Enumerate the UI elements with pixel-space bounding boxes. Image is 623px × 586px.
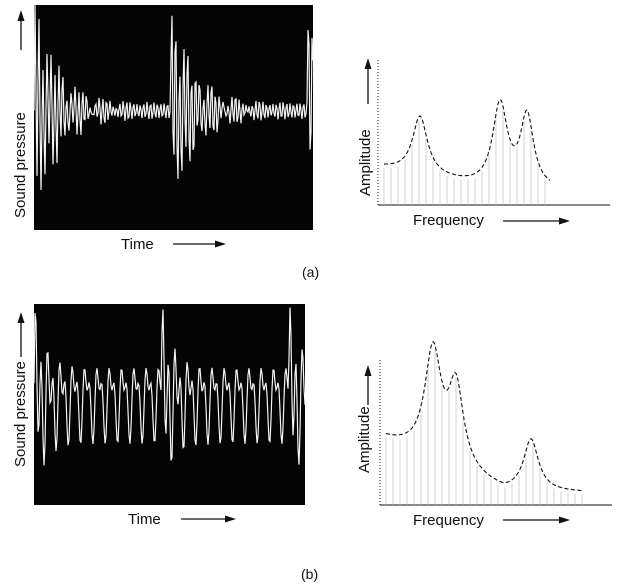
spectrum-a-freq-arrow-head	[559, 217, 570, 225]
spectrum-a-envelope	[384, 98, 551, 181]
spectrum-a-ylabel: Amplitude	[357, 129, 374, 196]
waveform-a-ylabel: Sound pressure	[12, 112, 29, 218]
part-label-b: (b)	[301, 566, 319, 582]
spectrum-b-freq-arrow-head	[559, 516, 570, 524]
waveform-a-xlabel: Time	[121, 236, 154, 253]
spectrum-a-xlabel: Frequency	[413, 212, 484, 229]
waveform-a-time-arrow-head	[215, 240, 226, 248]
waveform-a-trace	[33, 3, 314, 191]
waveform-b-pressure-arrow-head	[17, 312, 25, 323]
spectrum-b-ylabel: Amplitude	[356, 406, 373, 473]
part-label-a: (a)	[302, 264, 320, 280]
spectrum-b-envelope	[385, 341, 582, 492]
waveform-b-xlabel: Time	[128, 511, 161, 528]
spectrum-b-amp-arrow-head	[364, 365, 372, 376]
waveform-a-pressure-arrow-head	[17, 10, 25, 21]
waveform-b-time-arrow-head	[225, 515, 236, 523]
spectrum-b-xlabel: Frequency	[413, 512, 484, 529]
waveform-b-ylabel: Sound pressure	[12, 361, 29, 467]
waveform-b-trace	[33, 307, 306, 466]
spectrum-a-amp-arrow-head	[364, 58, 372, 69]
